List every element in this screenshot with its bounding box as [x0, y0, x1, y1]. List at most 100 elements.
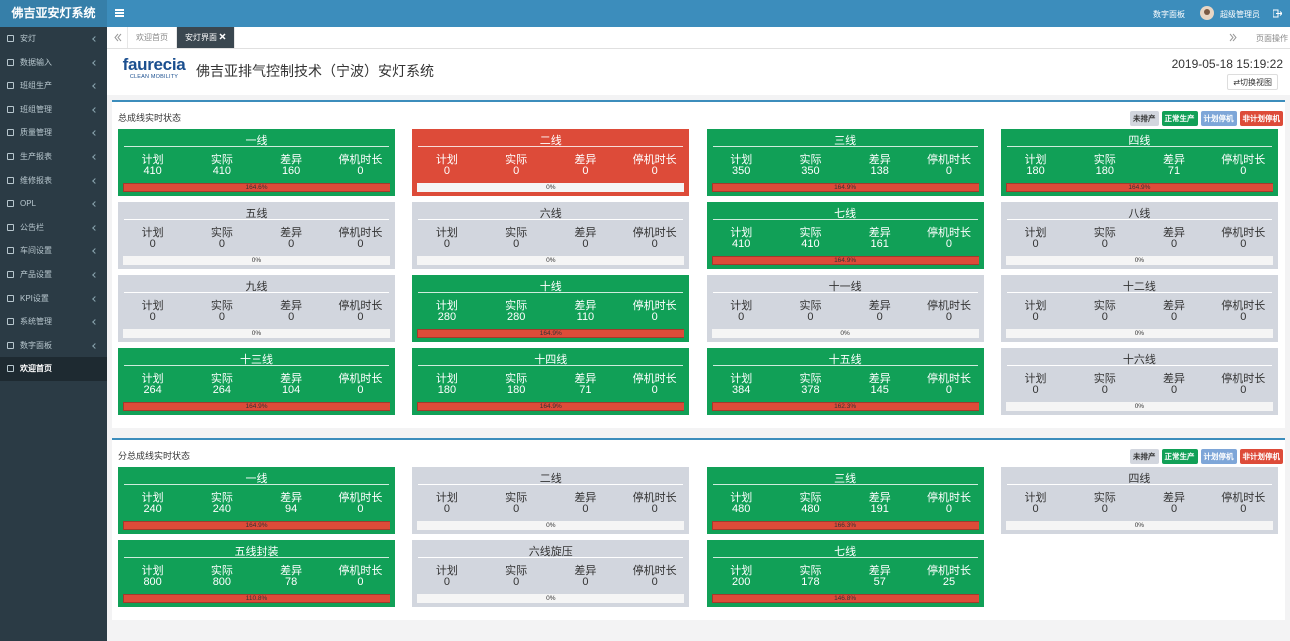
switch-view-label[interactable]: 切换视图 — [1240, 78, 1272, 87]
sidebar-item[interactable]: 维修报表 — [0, 169, 107, 193]
line-card[interactable]: 三线 计划 实际 差异 停机时长 480 480 191 0 166.3% — [706, 467, 984, 534]
tab-scroll-right[interactable] — [1223, 27, 1244, 48]
line-card[interactable]: 二线 计划 实际 差异 停机时长 0 0 0 0 0% — [412, 129, 690, 196]
line-card[interactable]: 五线 计划 实际 差异 停机时长 0 0 0 0 0% — [118, 202, 395, 269]
metric-value: 350 — [732, 165, 751, 177]
sidebar-item[interactable]: 安灯 — [0, 27, 107, 51]
line-card[interactable]: 十二线 计划 实际 差异 停机时长 0 0 0 0 0% — [1000, 275, 1278, 342]
metric-value: 0 — [357, 503, 364, 515]
value-row: 0 0 0 0 — [412, 238, 689, 250]
logout-icon[interactable] — [1273, 9, 1282, 18]
sidebar-chevron — [92, 272, 98, 278]
line-card[interactable]: 十一线 计划 实际 差异 停机时长 0 0 0 0 0% — [706, 275, 984, 342]
sidebar-item-label[interactable]: 车间设置 — [20, 246, 52, 256]
card-rule — [1006, 292, 1272, 293]
tab[interactable]: 安灯界面 — [177, 27, 235, 48]
metric-value: 0 — [443, 238, 450, 250]
metric-value: 0 — [651, 576, 658, 588]
value-row: 240 240 94 0 — [118, 503, 395, 515]
progress-bar: 0% — [1005, 256, 1273, 265]
metric-value: 384 — [732, 384, 751, 396]
metric-label: 停机时长 — [926, 300, 971, 312]
sidebar-item[interactable]: 生产报表 — [0, 145, 107, 169]
sidebar-item-label[interactable]: 欢迎首页 — [20, 364, 52, 374]
line-card[interactable]: 四线 计划 实际 差异 停机时长 0 0 0 0 0% — [1000, 467, 1278, 534]
metric-label: 差异 — [280, 227, 303, 239]
metric-label: 实际 — [505, 227, 528, 239]
switch-view-button[interactable]: ⇄切换视图 — [1227, 74, 1278, 90]
value-row: 410 410 161 0 — [707, 238, 984, 250]
sidebar-chevron — [92, 319, 98, 325]
line-card[interactable]: 六线旋压 计划 实际 差异 停机时长 0 0 0 0 0% — [412, 540, 690, 607]
sidebar-chevron — [92, 106, 98, 113]
sidebar-item-label[interactable]: 公告栏 — [20, 222, 44, 232]
sidebar-item[interactable]: 公告栏 — [0, 216, 107, 240]
line-card[interactable]: 四线 计划 实际 差异 停机时长 180 180 71 0 164.9% — [1000, 129, 1278, 196]
sidebar-item-label[interactable]: 数据输入 — [20, 57, 52, 67]
label-row: 计划 实际 差异 停机时长 — [1001, 370, 1278, 386]
line-card[interactable]: 十四线 计划 实际 差异 停机时长 180 180 71 0 164.9% — [412, 348, 690, 415]
brand-title[interactable]: 佛吉亚安灯系统 — [0, 0, 107, 27]
card-rule — [712, 219, 978, 220]
tab-label[interactable]: 安灯界面 — [185, 33, 217, 42]
sidebar-item-label[interactable]: KPI设置 — [20, 293, 49, 303]
sidebar-item[interactable]: 产品设置 — [0, 263, 107, 287]
digital-panel-link[interactable]: 数字面板 — [1153, 10, 1185, 19]
line-card[interactable]: 十线 计划 实际 差异 停机时长 280 280 110 0 164.9% — [412, 275, 690, 342]
metric-label: 停机时长 — [632, 300, 677, 312]
tab-close[interactable] — [217, 33, 226, 40]
sidebar-item[interactable]: 车间设置 — [0, 239, 107, 263]
sidebar-item[interactable]: OPL — [0, 192, 107, 216]
sidebar-item-label[interactable]: OPL — [20, 199, 37, 209]
metric-label: 实际 — [210, 154, 233, 166]
line-card[interactable]: 十三线 计划 实际 差异 停机时长 264 264 104 0 164.9% — [118, 348, 395, 415]
line-card[interactable]: 六线 计划 实际 差异 停机时长 0 0 0 0 0% — [412, 202, 690, 269]
sidebar-item[interactable]: 班组生产 — [0, 74, 107, 98]
sidebar-item-label[interactable]: 产品设置 — [20, 269, 52, 279]
line-card[interactable]: 七线 计划 实际 差异 停机时长 410 410 161 0 164.9% — [706, 202, 984, 269]
line-card[interactable]: 三线 计划 实际 差异 停机时长 350 350 138 0 164.9% — [706, 129, 984, 196]
sidebar-item-label[interactable]: 生产报表 — [20, 151, 52, 161]
sidebar-item[interactable]: 班组管理 — [0, 98, 107, 122]
line-card[interactable]: 十六线 计划 实际 差异 停机时长 0 0 0 0 0% — [1000, 348, 1278, 415]
line-card[interactable]: 九线 计划 实际 差异 停机时长 0 0 0 0 0% — [118, 275, 395, 342]
sidebar-item-label[interactable]: 质量管理 — [20, 128, 52, 138]
tab-scroll-left[interactable] — [107, 27, 128, 48]
metric-label: 差异 — [574, 492, 597, 504]
legend-badge: 未排产 — [1130, 111, 1159, 126]
sidebar-item-label[interactable]: 安灯 — [20, 34, 36, 43]
line-card[interactable]: 一线 计划 实际 差异 停机时长 410 410 160 0 164.6% — [118, 129, 395, 196]
sidebar-item-label[interactable]: 班组生产 — [20, 81, 52, 91]
line-card[interactable]: 七线 计划 实际 差异 停机时长 200 178 57 25 146.8% — [706, 540, 984, 607]
line-card[interactable]: 五线封装 计划 实际 差异 停机时长 800 800 78 0 110.8% — [118, 540, 395, 607]
sidebar-item-label[interactable]: 班组管理 — [20, 104, 52, 114]
line-card[interactable]: 十五线 计划 实际 差异 停机时长 384 378 145 0 162.3% — [706, 348, 984, 415]
tab[interactable]: 欢迎首页 — [128, 27, 177, 48]
line-card[interactable]: 一线 计划 实际 差异 停机时长 240 240 94 0 164.9% — [118, 467, 395, 534]
sidebar-item[interactable]: 数字面板 — [0, 334, 107, 358]
sidebar-item-label[interactable]: 系统管理 — [20, 317, 52, 327]
line-card[interactable]: 八线 计划 实际 差异 停机时长 0 0 0 0 0% — [1000, 202, 1278, 269]
line-card[interactable]: 二线 计划 实际 差异 停机时长 0 0 0 0 0% — [412, 467, 690, 534]
sidebar-item[interactable]: 系统管理 — [0, 310, 107, 334]
line-name: 九线 — [245, 281, 268, 293]
page-operations[interactable]: 页面操作 — [1256, 34, 1288, 43]
progress-fill — [711, 183, 979, 192]
sidebar-item[interactable]: KPI设置 — [0, 287, 107, 311]
sidebar-item[interactable]: 欢迎首页 — [0, 357, 107, 381]
progress-label: 164.9% — [245, 522, 268, 529]
metric-label: 实际 — [505, 154, 528, 166]
card-rule — [1006, 146, 1272, 147]
user-name[interactable]: 超级管理员 — [1220, 10, 1260, 19]
avatar[interactable] — [1200, 6, 1214, 20]
tab-label[interactable]: 欢迎首页 — [136, 33, 168, 42]
sidebar-item-label[interactable]: 维修报表 — [20, 175, 52, 185]
menu-toggle[interactable] — [115, 9, 124, 17]
sidebar-item[interactable]: 数据输入 — [0, 51, 107, 75]
metric-label: 差异 — [868, 565, 891, 577]
metric-value: 0 — [1101, 384, 1108, 396]
sidebar-item-label[interactable]: 数字面板 — [20, 340, 52, 350]
sidebar-item[interactable]: 质量管理 — [0, 121, 107, 145]
metric-label: 计划 — [435, 300, 458, 312]
metric-label: 停机时长 — [338, 373, 383, 385]
